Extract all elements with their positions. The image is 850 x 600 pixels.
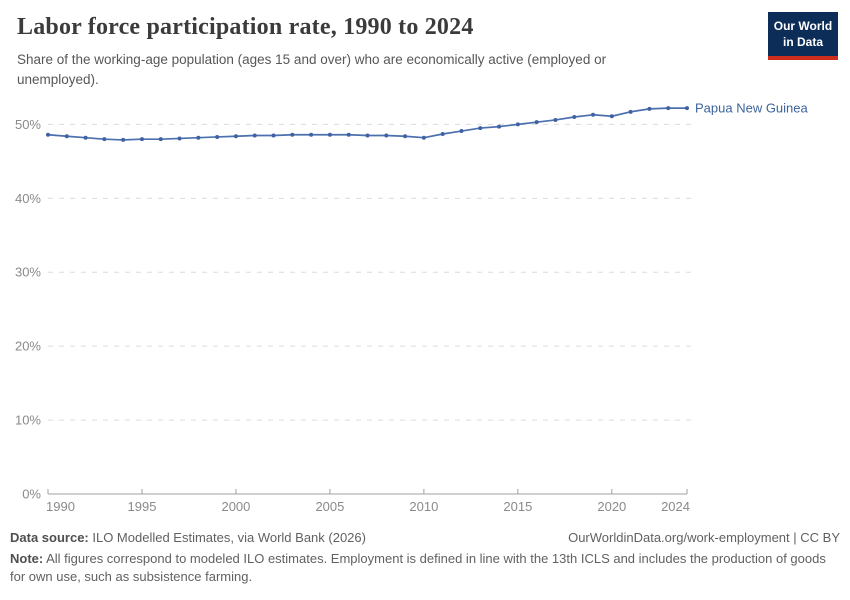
- data-point-marker[interactable]: [46, 132, 50, 137]
- x-tick-label: 2020: [597, 499, 626, 514]
- y-tick-label: 20%: [15, 339, 41, 354]
- data-point-marker[interactable]: [384, 133, 389, 138]
- footer-separator: |: [789, 530, 801, 545]
- page-title: Labor force participation rate, 1990 to …: [17, 14, 474, 40]
- data-point-marker[interactable]: [290, 132, 295, 137]
- data-point-marker[interactable]: [515, 122, 520, 127]
- line-chart-canvas[interactable]: 0% 10% 20% 30% 40% 50% 1990 1995 2000 2005 2010 201…: [0, 0, 850, 525]
- data-point-marker[interactable]: [309, 132, 314, 137]
- data-point-marker[interactable]: [647, 106, 652, 111]
- data-point-marker[interactable]: [459, 129, 464, 134]
- x-tick-label: 1990: [46, 499, 75, 514]
- x-tick-label: 2000: [221, 499, 250, 514]
- y-tick-label: 30%: [15, 265, 41, 280]
- data-point-marker[interactable]: [553, 117, 558, 122]
- data-point-marker[interactable]: [177, 136, 182, 141]
- y-tick-label: 10%: [15, 413, 41, 428]
- data-point-marker[interactable]: [102, 137, 107, 142]
- data-point-marker[interactable]: [252, 133, 257, 138]
- chart-footer: Data source: ILO Modelled Estimates, via…: [10, 529, 840, 587]
- owid-logo[interactable]: Our World in Data: [768, 12, 838, 61]
- x-tick-label: 1995: [128, 499, 157, 514]
- page-subtitle: Share of the working-age population (age…: [17, 52, 607, 87]
- note-label: Note:: [10, 551, 44, 567]
- x-tick-label: 2010: [409, 499, 438, 514]
- owid-logo-line1: Our World: [773, 19, 833, 33]
- data-point-marker[interactable]: [83, 135, 88, 140]
- data-point-marker[interactable]: [497, 124, 502, 129]
- data-point-marker[interactable]: [440, 132, 445, 137]
- data-point-marker[interactable]: [534, 120, 539, 125]
- x-tick-label: 2024: [661, 499, 690, 514]
- y-tick-label: 50%: [15, 117, 41, 132]
- series-end-label[interactable]: Papua New Guinea: [695, 101, 809, 116]
- data-point-marker[interactable]: [421, 135, 426, 140]
- y-tick-label: 0%: [22, 487, 41, 502]
- data-point-marker[interactable]: [64, 134, 69, 139]
- data-point-marker[interactable]: [365, 133, 370, 138]
- data-source-label: Data source:: [10, 530, 89, 545]
- license-link[interactable]: CC BY: [800, 530, 840, 545]
- y-tick-label: 40%: [15, 191, 41, 206]
- data-point-marker[interactable]: [158, 137, 163, 142]
- data-point-marker[interactable]: [139, 137, 144, 142]
- data-point-marker[interactable]: [685, 106, 689, 111]
- data-point-marker[interactable]: [478, 126, 483, 131]
- data-point-marker[interactable]: [666, 106, 671, 111]
- data-point-marker[interactable]: [609, 114, 614, 119]
- data-point-marker[interactable]: [271, 133, 276, 138]
- chart-note: Note: All figures correspond to modeled …: [10, 550, 840, 586]
- data-point-marker[interactable]: [346, 132, 351, 137]
- data-point-marker[interactable]: [628, 109, 633, 114]
- data-source: Data source: ILO Modelled Estimates, via…: [10, 529, 366, 547]
- owid-url-link[interactable]: OurWorldinData.org/work-employment: [568, 530, 790, 545]
- chart-header: Labor force participation rate, 1990 to …: [17, 14, 757, 89]
- data-source-text: ILO Modelled Estimates, via World Bank (…: [88, 530, 366, 545]
- owid-logo-line2: in Data: [782, 34, 823, 49]
- x-tick-label: 2015: [503, 499, 532, 514]
- note-text: All figures correspond to modeled ILO es…: [10, 551, 826, 585]
- data-point-marker[interactable]: [233, 134, 238, 139]
- data-point-marker[interactable]: [403, 134, 408, 139]
- data-point-marker[interactable]: [572, 115, 577, 120]
- data-point-marker[interactable]: [196, 135, 201, 140]
- data-point-marker[interactable]: [327, 132, 332, 137]
- data-point-marker[interactable]: [215, 134, 220, 139]
- data-point-marker[interactable]: [121, 137, 126, 142]
- x-tick-label: 2005: [315, 499, 344, 514]
- data-point-marker[interactable]: [591, 112, 596, 117]
- footer-links: OurWorldinData.org/work-employment | CC …: [568, 529, 840, 547]
